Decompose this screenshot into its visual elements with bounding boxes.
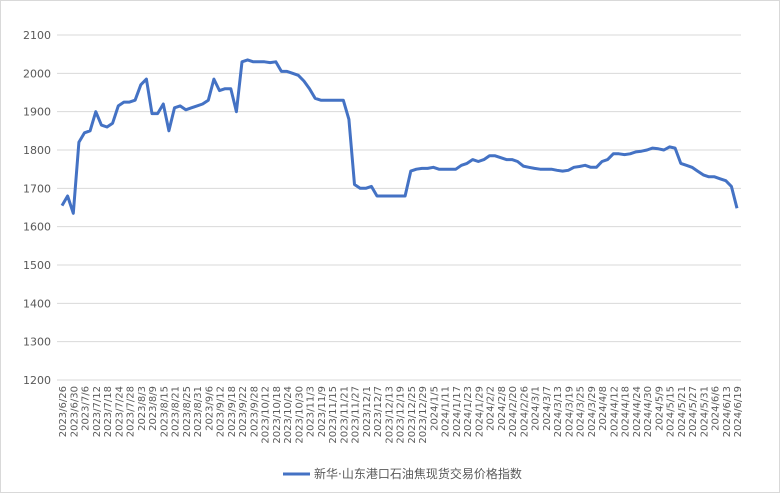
x-tick-label: 2024/3/13 bbox=[553, 386, 564, 437]
y-tick-label: 1400 bbox=[23, 297, 51, 310]
x-tick-label: 2023/12/25 bbox=[407, 386, 418, 444]
x-tick-label: 2023/12/29 bbox=[418, 386, 429, 444]
x-tick-label: 2023/12/19 bbox=[396, 386, 407, 444]
x-tick-label: 2024/2/26 bbox=[519, 386, 530, 437]
x-tick-label: 2023/10/24 bbox=[283, 386, 294, 444]
x-tick-label: 2024/5/9 bbox=[654, 386, 665, 431]
y-tick-label: 2100 bbox=[23, 29, 51, 42]
x-tick-label: 2023/8/31 bbox=[193, 386, 204, 437]
x-tick-label: 2023/8/15 bbox=[159, 386, 170, 437]
x-tick-label: 2024/5/27 bbox=[688, 386, 699, 437]
x-tick-label: 2023/8/21 bbox=[171, 386, 182, 437]
y-tick-label: 1600 bbox=[23, 221, 51, 234]
x-tick-label: 2024/1/29 bbox=[474, 386, 485, 437]
x-tick-label: 2023/7/18 bbox=[103, 386, 114, 437]
x-tick-label: 2023/8/3 bbox=[137, 386, 148, 431]
x-tick-label: 2023/6/30 bbox=[69, 386, 80, 437]
x-tick-label: 2023/9/18 bbox=[227, 386, 238, 437]
x-tick-label: 2024/3/19 bbox=[564, 386, 575, 437]
x-tick-label: 2023/12/1 bbox=[362, 386, 373, 437]
x-tick-label: 2024/4/24 bbox=[632, 386, 643, 437]
x-tick-label: 2024/3/7 bbox=[542, 386, 553, 431]
x-tick-label: 2023/9/12 bbox=[216, 386, 227, 437]
x-tick-label: 2024/5/15 bbox=[666, 386, 677, 437]
x-tick-label: 2023/11/15 bbox=[328, 386, 339, 444]
x-tick-label: 2024/3/25 bbox=[576, 386, 587, 437]
x-tick-label: 2023/6/26 bbox=[58, 386, 69, 437]
x-tick-label: 2023/12/13 bbox=[384, 386, 395, 444]
x-tick-label: 2023/11/9 bbox=[317, 386, 328, 437]
x-tick-label: 2024/5/31 bbox=[699, 386, 710, 437]
x-tick-label: 2024/2/8 bbox=[497, 386, 508, 431]
x-tick-label: 2024/5/21 bbox=[677, 386, 688, 437]
x-tick-label: 2024/2/2 bbox=[486, 386, 497, 431]
y-tick-label: 1200 bbox=[23, 374, 51, 387]
x-tick-label: 2024/3/29 bbox=[587, 386, 598, 437]
x-tick-label: 2023/11/3 bbox=[306, 386, 317, 437]
x-tick-label: 2024/4/30 bbox=[643, 386, 654, 437]
x-tick-label: 2023/7/6 bbox=[81, 386, 92, 431]
x-tick-label: 2024/4/18 bbox=[621, 386, 632, 437]
x-tick-label: 2023/12/7 bbox=[373, 386, 384, 437]
x-tick-label: 2023/9/22 bbox=[238, 386, 249, 437]
x-tick-label: 2023/7/24 bbox=[114, 386, 125, 437]
x-tick-label: 2023/10/30 bbox=[294, 386, 305, 444]
x-tick-label: 2023/11/27 bbox=[351, 386, 362, 444]
x-tick-label: 2024/3/1 bbox=[531, 386, 542, 431]
x-tick-label: 2023/10/18 bbox=[272, 386, 283, 444]
x-tick-label: 2023/11/21 bbox=[339, 386, 350, 444]
series-line bbox=[60, 58, 739, 215]
x-tick-label: 2023/8/25 bbox=[182, 386, 193, 437]
y-tick-label: 1900 bbox=[23, 106, 51, 119]
x-tick-label: 2023/8/9 bbox=[148, 386, 159, 431]
x-tick-label: 2023/7/12 bbox=[92, 386, 103, 437]
y-tick-label: 1300 bbox=[23, 336, 51, 349]
y-tick-label: 1500 bbox=[23, 259, 51, 272]
x-tick-label: 2024/6/19 bbox=[733, 386, 744, 437]
x-tick-label: 2024/1/17 bbox=[452, 386, 463, 437]
legend-label: 新华·山东港口石油焦现货交易价格指数 bbox=[314, 466, 522, 481]
x-tick-label: 2024/6/6 bbox=[711, 386, 722, 431]
y-tick-label: 1800 bbox=[23, 144, 51, 157]
x-tick-label: 2024/6/13 bbox=[722, 386, 733, 437]
x-tick-label: 2023/9/28 bbox=[249, 386, 260, 437]
x-tick-label: 2024/1/11 bbox=[441, 386, 452, 437]
x-tick-label: 2024/4/8 bbox=[598, 386, 609, 431]
x-tick-label: 2024/1/23 bbox=[463, 386, 474, 437]
x-tick-label: 2023/9/6 bbox=[204, 386, 215, 431]
x-tick-label: 2024/4/12 bbox=[609, 386, 620, 437]
x-tick-label: 2024/2/20 bbox=[508, 386, 519, 437]
y-tick-label: 1700 bbox=[23, 182, 51, 195]
x-tick-label: 2024/1/5 bbox=[429, 386, 440, 431]
x-tick-label: 2023/10/12 bbox=[261, 386, 272, 444]
x-tick-label: 2023/7/28 bbox=[126, 386, 137, 437]
y-tick-label: 2000 bbox=[23, 67, 51, 80]
